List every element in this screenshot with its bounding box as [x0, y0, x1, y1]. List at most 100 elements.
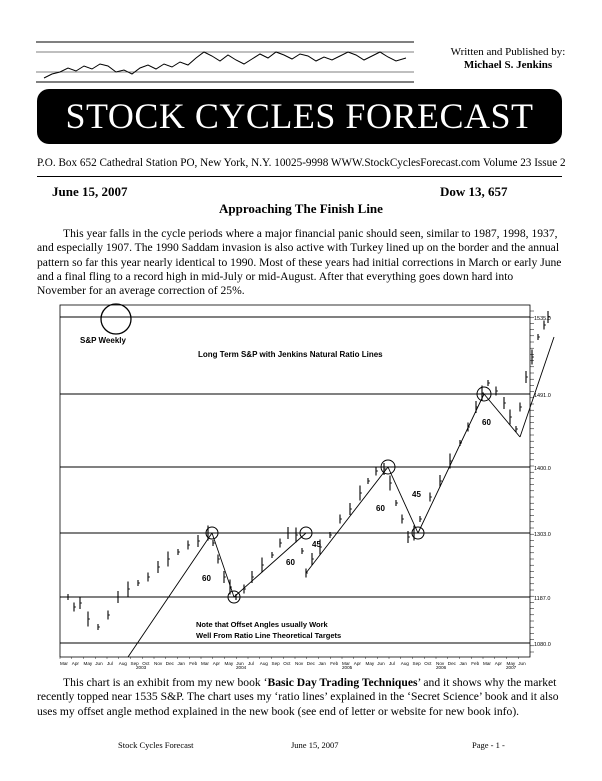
month-tick-label: Sep — [131, 661, 140, 666]
month-tick-label: Jun — [95, 661, 103, 666]
angle-label: 60 — [286, 558, 295, 567]
month-tick-label: Oct — [142, 661, 150, 666]
month-tick-label: May — [507, 661, 516, 666]
publisher-block: Written and Published by: Michael S. Jen… — [428, 46, 588, 72]
month-tick-label: Apr — [354, 661, 362, 666]
month-tick-label: Aug — [260, 661, 269, 666]
author-name: Michael S. Jenkins — [463, 59, 553, 71]
month-tick-label: Jul — [248, 661, 254, 666]
angle-labels: 60 60 45 60 45 60 — [202, 418, 491, 583]
month-tick-label: Jan — [460, 661, 468, 666]
offset-angle-line — [387, 466, 419, 534]
paragraph2-text-b: ’ and it shows why the market recently t… — [37, 676, 559, 718]
month-tick-label: Oct — [424, 661, 432, 666]
year-tick-label: 2003 — [136, 665, 147, 669]
price-bars — [67, 311, 550, 630]
month-tick-label: Nov — [154, 661, 163, 666]
month-tick-label: May — [84, 661, 93, 666]
month-tick-label: Mar — [201, 661, 209, 666]
month-tick-label: Jul — [389, 661, 395, 666]
offset-angle-line — [483, 393, 521, 438]
month-tick-label: Feb — [471, 661, 479, 666]
month-tick-label: Apr — [72, 661, 80, 666]
article-headline: Approaching The Finish Line — [219, 201, 383, 216]
year-tick-label: 2005 — [342, 665, 353, 669]
month-tick-label: May — [366, 661, 375, 666]
pivot-circle — [205, 526, 219, 540]
ratio-line-label: 1491.0 — [534, 393, 551, 399]
top-target-circle — [100, 303, 132, 335]
masthead-decoration — [36, 41, 414, 83]
angle-label: 60 — [202, 574, 211, 583]
intro-paragraph: This year falls in the cycle periods whe… — [37, 227, 562, 298]
pivot-circle — [380, 459, 396, 475]
month-tick-label: Jun — [236, 661, 244, 666]
footer-date: June 15, 2007 — [291, 740, 339, 750]
offset-angle-lines — [127, 336, 555, 658]
footer-publication: Stock Cycles Forecast — [118, 740, 194, 750]
pivot-circle — [227, 590, 241, 604]
chart-price-axis: 1535.0 1491.0 1400.0 1303.0 1187.0 1080.0 — [530, 310, 551, 653]
sp-weekly-chart: S&P Weekly Long Term S&P with Jenkins Na… — [59, 303, 555, 669]
paragraph2-text-a: This chart is an exhibit from my new boo… — [63, 676, 268, 689]
month-tick-label: Apr — [495, 661, 503, 666]
pivot-circle — [299, 526, 313, 540]
offset-angle-line — [211, 532, 235, 598]
month-tick-label: Feb — [330, 661, 338, 666]
month-tick-label: Nov — [436, 661, 445, 666]
month-tick-label: Sep — [413, 661, 422, 666]
ratio-line-label: 1400.0 — [534, 466, 551, 472]
month-tick-label: Dec — [166, 661, 175, 666]
chart-weekly-label: S&P Weekly — [80, 336, 127, 345]
chart-frame — [59, 304, 531, 658]
month-tick-label: Aug — [119, 661, 128, 666]
angle-label: 45 — [312, 540, 321, 549]
month-tick-label: May — [225, 661, 234, 666]
angle-label: 60 — [482, 418, 491, 427]
month-tick-label: Feb — [189, 661, 197, 666]
newsletter-title-banner: STOCK CYCLES FORECAST — [37, 89, 562, 144]
month-tick-label: Mar — [342, 661, 350, 666]
ratio-line-label: 1535.0 — [534, 316, 551, 322]
pivot-circle — [476, 386, 492, 402]
chart-title: Long Term S&P with Jenkins Natural Ratio… — [198, 350, 383, 359]
dow-level: Dow 13, 657 — [440, 184, 508, 199]
offset-angle-line — [417, 393, 485, 534]
offset-angle-line — [519, 336, 555, 438]
chart-x-axis: Mar Apr May Jun Jul Aug Sep Oct Nov Dec Jan Feb Mar A… — [59, 657, 526, 669]
offset-angle-line — [305, 466, 389, 574]
month-tick-label: Oct — [283, 661, 291, 666]
written-by-label: Written and Published by: — [450, 46, 566, 58]
angle-label: 60 — [376, 504, 385, 513]
ratio-lines — [60, 316, 530, 644]
header-rule — [37, 176, 562, 177]
ratio-line-label: 1187.0 — [534, 596, 550, 602]
month-tick-label: Jun — [518, 661, 526, 666]
chart-note-line2: Well From Ratio Line Theoretical Targets — [196, 631, 341, 640]
ratio-line-label: 1303.0 — [534, 532, 551, 538]
address-line: P.O. Box 652 Cathedral Station PO, New Y… — [37, 157, 566, 169]
month-tick-label: Jul — [107, 661, 113, 666]
pivot-circles — [100, 303, 492, 604]
offset-angle-line — [233, 532, 307, 598]
month-tick-label: Mar — [60, 661, 68, 666]
pivot-circle — [411, 526, 425, 540]
year-tick-label: 2006 — [436, 665, 447, 669]
footer-page-number: Page - 1 - — [472, 740, 505, 750]
chart-note-line1: Note that Offset Angles usually Work — [196, 620, 329, 629]
month-tick-label: Jan — [178, 661, 186, 666]
month-tick-label: Dec — [448, 661, 457, 666]
month-tick-label: Dec — [307, 661, 316, 666]
month-tick-label: Jan — [319, 661, 327, 666]
month-tick-label: Nov — [295, 661, 304, 666]
year-tick-label: 2007 — [506, 665, 517, 669]
ratio-line-label: 1080.0 — [534, 642, 551, 648]
month-tick-label: Aug — [401, 661, 410, 666]
issue-date: June 15, 2007 — [52, 184, 128, 199]
month-tick-label: Mar — [483, 661, 491, 666]
book-title-basic-day-trading: Basic Day Trading Techniques — [267, 676, 418, 689]
month-tick-label: Jun — [377, 661, 385, 666]
angle-label: 45 — [412, 490, 421, 499]
year-tick-label: 2004 — [236, 665, 247, 669]
offset-angle-line — [127, 532, 213, 658]
